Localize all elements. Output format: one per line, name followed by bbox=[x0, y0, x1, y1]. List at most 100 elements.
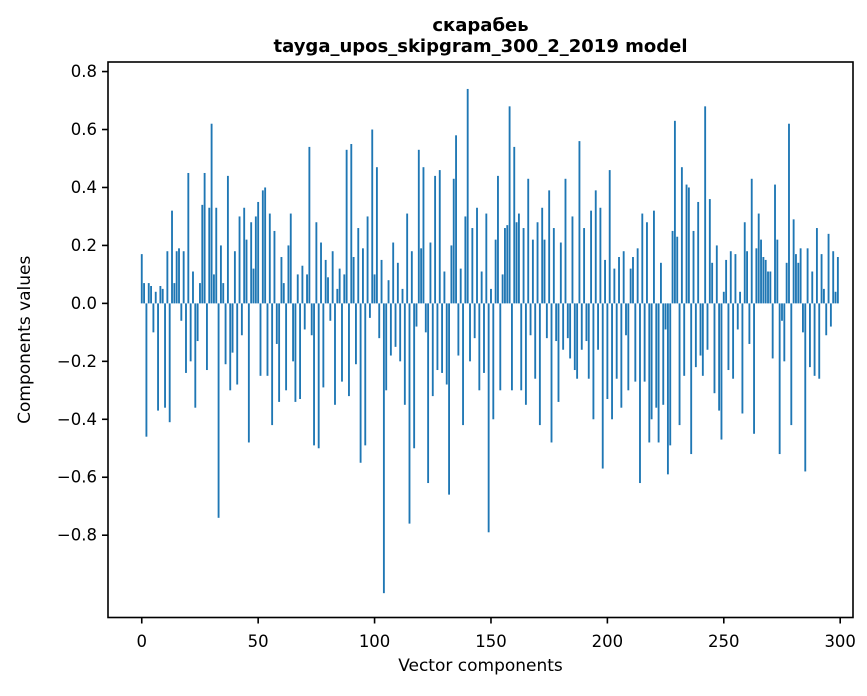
bar bbox=[469, 303, 471, 362]
y-tick-label: −0.6 bbox=[57, 468, 97, 487]
bar bbox=[592, 303, 595, 420]
bar bbox=[741, 303, 744, 414]
y-tick-label: 0.6 bbox=[71, 120, 97, 139]
bar bbox=[524, 303, 527, 405]
bar bbox=[222, 283, 225, 304]
bar bbox=[345, 149, 348, 304]
bar bbox=[792, 219, 795, 304]
bar bbox=[671, 230, 674, 304]
bar bbox=[301, 265, 304, 304]
bar bbox=[159, 286, 162, 304]
bar bbox=[238, 216, 241, 304]
bar bbox=[599, 207, 602, 304]
bar bbox=[585, 303, 588, 342]
bar bbox=[720, 303, 723, 440]
bar bbox=[217, 303, 220, 518]
bar bbox=[597, 303, 599, 350]
bar bbox=[264, 187, 267, 304]
bar bbox=[559, 242, 562, 304]
bar bbox=[534, 303, 537, 379]
bar bbox=[168, 303, 171, 423]
bar bbox=[762, 257, 765, 304]
bar bbox=[606, 303, 609, 400]
bar bbox=[804, 303, 807, 472]
bar bbox=[483, 303, 485, 373]
bar bbox=[722, 291, 725, 304]
y-tick-label: −0.4 bbox=[57, 410, 97, 429]
bar bbox=[541, 207, 544, 304]
bar bbox=[536, 222, 539, 304]
bar bbox=[513, 146, 516, 304]
bar bbox=[380, 259, 383, 304]
bar bbox=[829, 303, 832, 327]
bar bbox=[750, 178, 753, 304]
bar bbox=[778, 303, 781, 455]
y-tick-label: 0.2 bbox=[71, 236, 97, 255]
bar bbox=[233, 251, 236, 304]
bar bbox=[783, 303, 786, 362]
bar bbox=[753, 303, 755, 434]
bar bbox=[459, 268, 462, 304]
bar bbox=[462, 303, 464, 426]
bar bbox=[341, 303, 343, 382]
bar bbox=[690, 303, 693, 455]
bar bbox=[387, 280, 390, 304]
bar bbox=[557, 303, 560, 402]
bar bbox=[368, 303, 371, 318]
bar bbox=[259, 303, 262, 376]
bar bbox=[562, 303, 565, 350]
bar bbox=[648, 303, 651, 443]
bar bbox=[685, 184, 688, 304]
bar bbox=[252, 268, 255, 304]
bar bbox=[213, 274, 215, 304]
bar bbox=[790, 303, 793, 426]
bar bbox=[371, 129, 374, 304]
bar bbox=[487, 303, 490, 533]
bar bbox=[634, 303, 637, 382]
bar bbox=[664, 303, 667, 330]
bar bbox=[611, 303, 613, 420]
bar bbox=[811, 271, 814, 304]
bar bbox=[771, 303, 774, 359]
bar bbox=[802, 303, 804, 333]
bar bbox=[140, 254, 143, 304]
bar bbox=[825, 303, 828, 336]
bar bbox=[692, 230, 695, 304]
bar bbox=[662, 303, 665, 405]
bar bbox=[604, 259, 606, 304]
bar bbox=[410, 251, 413, 304]
chart-subtitle: tayga_upos_skipgram_300_2_2019 model bbox=[274, 36, 688, 57]
bar bbox=[531, 239, 534, 304]
bar bbox=[210, 123, 213, 304]
bar bbox=[673, 120, 676, 304]
bar bbox=[729, 251, 732, 304]
bar bbox=[464, 216, 467, 304]
bar bbox=[457, 303, 460, 356]
x-tick-label: 250 bbox=[708, 632, 740, 651]
bar bbox=[713, 303, 716, 394]
bar bbox=[201, 204, 204, 304]
bar bbox=[641, 213, 644, 304]
bar bbox=[555, 303, 558, 342]
bar bbox=[401, 288, 404, 304]
bar bbox=[550, 303, 553, 443]
bar bbox=[385, 303, 388, 391]
bar bbox=[566, 303, 569, 339]
bar bbox=[704, 106, 707, 304]
bar bbox=[764, 259, 767, 304]
bar bbox=[310, 303, 313, 336]
bar bbox=[701, 303, 704, 376]
bar bbox=[485, 213, 488, 304]
chart-title: скарабеь bbox=[432, 15, 528, 36]
x-tick-label: 0 bbox=[137, 632, 148, 651]
bar bbox=[417, 149, 420, 304]
bar bbox=[289, 213, 292, 304]
bar bbox=[660, 262, 662, 304]
bar bbox=[334, 303, 336, 405]
y-tick-label: −0.2 bbox=[57, 352, 97, 371]
bar bbox=[809, 303, 811, 368]
bar bbox=[538, 303, 541, 426]
bar bbox=[357, 228, 360, 304]
bar bbox=[389, 303, 392, 356]
bar bbox=[448, 303, 450, 495]
